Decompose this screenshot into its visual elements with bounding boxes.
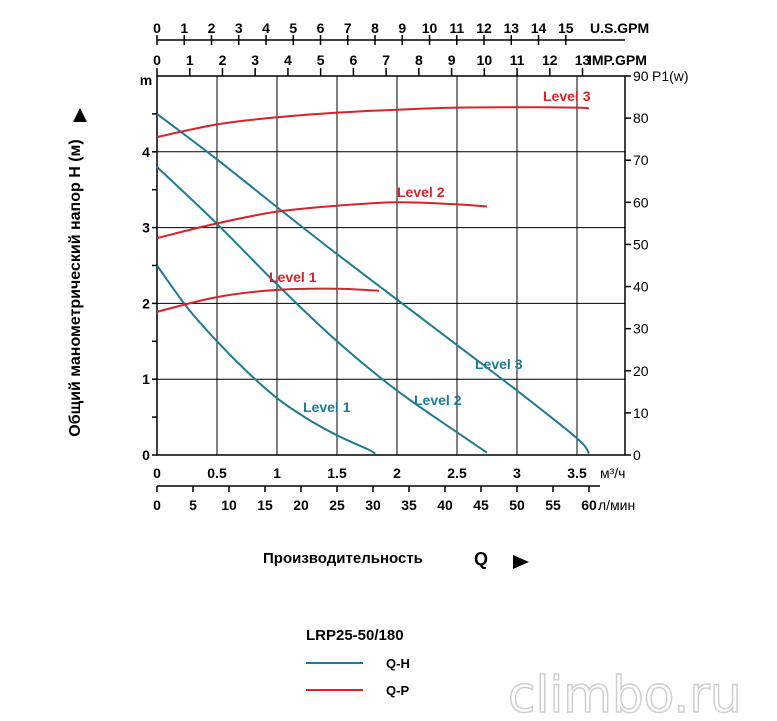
q-p-label-level-2: Level 2 — [397, 184, 445, 200]
q-p-label-level-3: Level 3 — [543, 88, 591, 104]
x-impgpm-tick-label: 9 — [448, 52, 456, 68]
x-usgpm-tick-label: 8 — [371, 20, 379, 36]
x-m3h-tick-label: 1 — [273, 465, 281, 481]
x-m3h-tick-label: 2.5 — [447, 465, 467, 481]
x-impgpm-tick-label: 13 — [575, 52, 591, 68]
x-lmin-unit: л/мин — [598, 497, 635, 513]
y-right-tick-label: 30 — [633, 321, 649, 337]
watermark: climbo.ru — [508, 666, 742, 721]
x-usgpm-tick-label: 5 — [289, 20, 297, 36]
x-usgpm-tick-label: 12 — [476, 20, 492, 36]
q-p-label-level-1: Level 1 — [269, 269, 317, 285]
y-axis-arrow-icon — [73, 108, 87, 122]
x-impgpm-tick-label: 11 — [510, 52, 525, 68]
x-m3h-tick-label: 3.5 — [567, 465, 587, 481]
x-usgpm-tick-label: 0 — [153, 20, 161, 36]
x-impgpm-tick-label: 10 — [477, 52, 493, 68]
curves: Level 1 Level 2 Level 3 Level 1 Level 2 Level… — [156, 88, 591, 455]
q-p-curve-level-1 — [156, 287, 380, 313]
x-usgpm-tick-label: 13 — [503, 20, 519, 36]
legend: LRP25-50/180 Q-H Q-P — [306, 627, 410, 698]
y-right-tick-label: 40 — [633, 279, 649, 295]
x-impgpm-tick-label: 5 — [317, 52, 325, 68]
x-m3h-unit: м³/ч — [600, 465, 625, 481]
x-axis-arrow-icon — [513, 555, 529, 569]
y-right-tick-label: 70 — [633, 152, 649, 168]
x-usgpm-tick-label: 3 — [235, 20, 243, 36]
y-right-tick-label: 10 — [633, 405, 649, 421]
x-lmin-tick-label: 45 — [473, 497, 489, 513]
y-left-tick-label: 0 — [142, 447, 150, 463]
x-impgpm-unit: IMP.GPM — [588, 52, 647, 68]
x-m3h-tick-label: 1.5 — [327, 465, 347, 481]
q-h-label-level-1: Level 1 — [303, 399, 351, 415]
legend-label-q-h: Q-H — [386, 656, 410, 671]
plot-border — [156, 75, 626, 456]
q-h-label-level-3: Level 3 — [475, 356, 523, 372]
x-impgpm-tick-label: 8 — [415, 52, 423, 68]
x-usgpm-tick-label: 10 — [422, 20, 438, 36]
plot-frame — [156, 75, 626, 456]
y-right-tick-label: 20 — [633, 363, 649, 379]
y-right-tick-label: 60 — [633, 194, 649, 210]
x-impgpm-tick-label: 2 — [219, 52, 227, 68]
x-usgpm-tick-label: 7 — [344, 20, 352, 36]
x-lmin-tick-label: 10 — [221, 497, 237, 513]
x-m3h-tick-label: 2 — [393, 465, 401, 481]
x-lmin-tick-label: 20 — [293, 497, 309, 513]
y-left-tick-label: 4 — [142, 144, 150, 160]
q-p-curve-level-3 — [156, 106, 590, 139]
x-usgpm-tick-label: 11 — [449, 20, 464, 36]
y-left-tick-label: 3 — [142, 220, 150, 236]
y-right-tick-label: 80 — [633, 110, 649, 126]
x-lmin-tick-label: 5 — [189, 497, 197, 513]
x-usgpm-unit: U.S.GPM — [590, 20, 649, 36]
y-left-unit: m — [140, 72, 152, 88]
x-axis-label: Производительность — [263, 550, 423, 567]
x-impgpm-tick-label: 6 — [349, 52, 357, 68]
y-right-tick-label: 50 — [633, 236, 649, 252]
x-axis-symbol: Q — [474, 549, 488, 569]
q-h-label-level-2: Level 2 — [414, 392, 462, 408]
x-impgpm-tick-label: 7 — [382, 52, 390, 68]
y-axis-label: Общий манометрический напор H (м) — [67, 139, 84, 436]
y-left-tick-label: 1 — [142, 371, 150, 387]
x-impgpm-tick-label: 3 — [251, 52, 259, 68]
y-right-tick-label: 90 — [633, 68, 649, 84]
legend-label-q-p: Q-P — [386, 683, 409, 698]
legend-title: LRP25-50/180 — [306, 627, 404, 644]
x-usgpm-tick-label: 9 — [398, 20, 406, 36]
x-m3h-tick-label: 0.5 — [207, 465, 227, 481]
q-h-curve-level-3 — [156, 113, 590, 455]
x-usgpm-tick-label: 15 — [558, 20, 574, 36]
x-lmin-tick-label: 0 — [153, 497, 161, 513]
x-impgpm-tick-label: 1 — [186, 52, 194, 68]
x-impgpm-tick-label: 4 — [284, 52, 292, 68]
y-left-tick-label: 2 — [142, 295, 150, 311]
y-right-unit: P1(w) — [652, 68, 689, 84]
x-lmin-tick-label: 30 — [365, 497, 381, 513]
x-lmin-tick-label: 40 — [437, 497, 453, 513]
x-m3h-tick-label: 0 — [153, 465, 161, 481]
q-p-curve-level-2 — [156, 201, 488, 240]
x-lmin-tick-label: 25 — [329, 497, 345, 513]
x-m3h-tick-label: 3 — [513, 465, 521, 481]
x-lmin-tick-label: 35 — [401, 497, 417, 513]
grid — [157, 76, 625, 455]
x-impgpm-tick-label: 0 — [153, 52, 161, 68]
x-lmin-tick-label: 50 — [509, 497, 525, 513]
x-usgpm-tick-label: 4 — [262, 20, 270, 36]
q-h-curve-level-1 — [156, 264, 376, 455]
x-usgpm-tick-label: 14 — [531, 20, 547, 36]
x-usgpm-tick-label: 1 — [180, 20, 188, 36]
x-lmin-tick-label: 55 — [545, 497, 561, 513]
x-lmin-tick-label: 15 — [257, 497, 273, 513]
x-usgpm-tick-label: 6 — [317, 20, 325, 36]
x-impgpm-tick-label: 12 — [542, 52, 558, 68]
y-right-tick-label: 0 — [633, 447, 641, 463]
x-usgpm-tick-label: 2 — [208, 20, 216, 36]
x-lmin-tick-label: 60 — [581, 497, 597, 513]
